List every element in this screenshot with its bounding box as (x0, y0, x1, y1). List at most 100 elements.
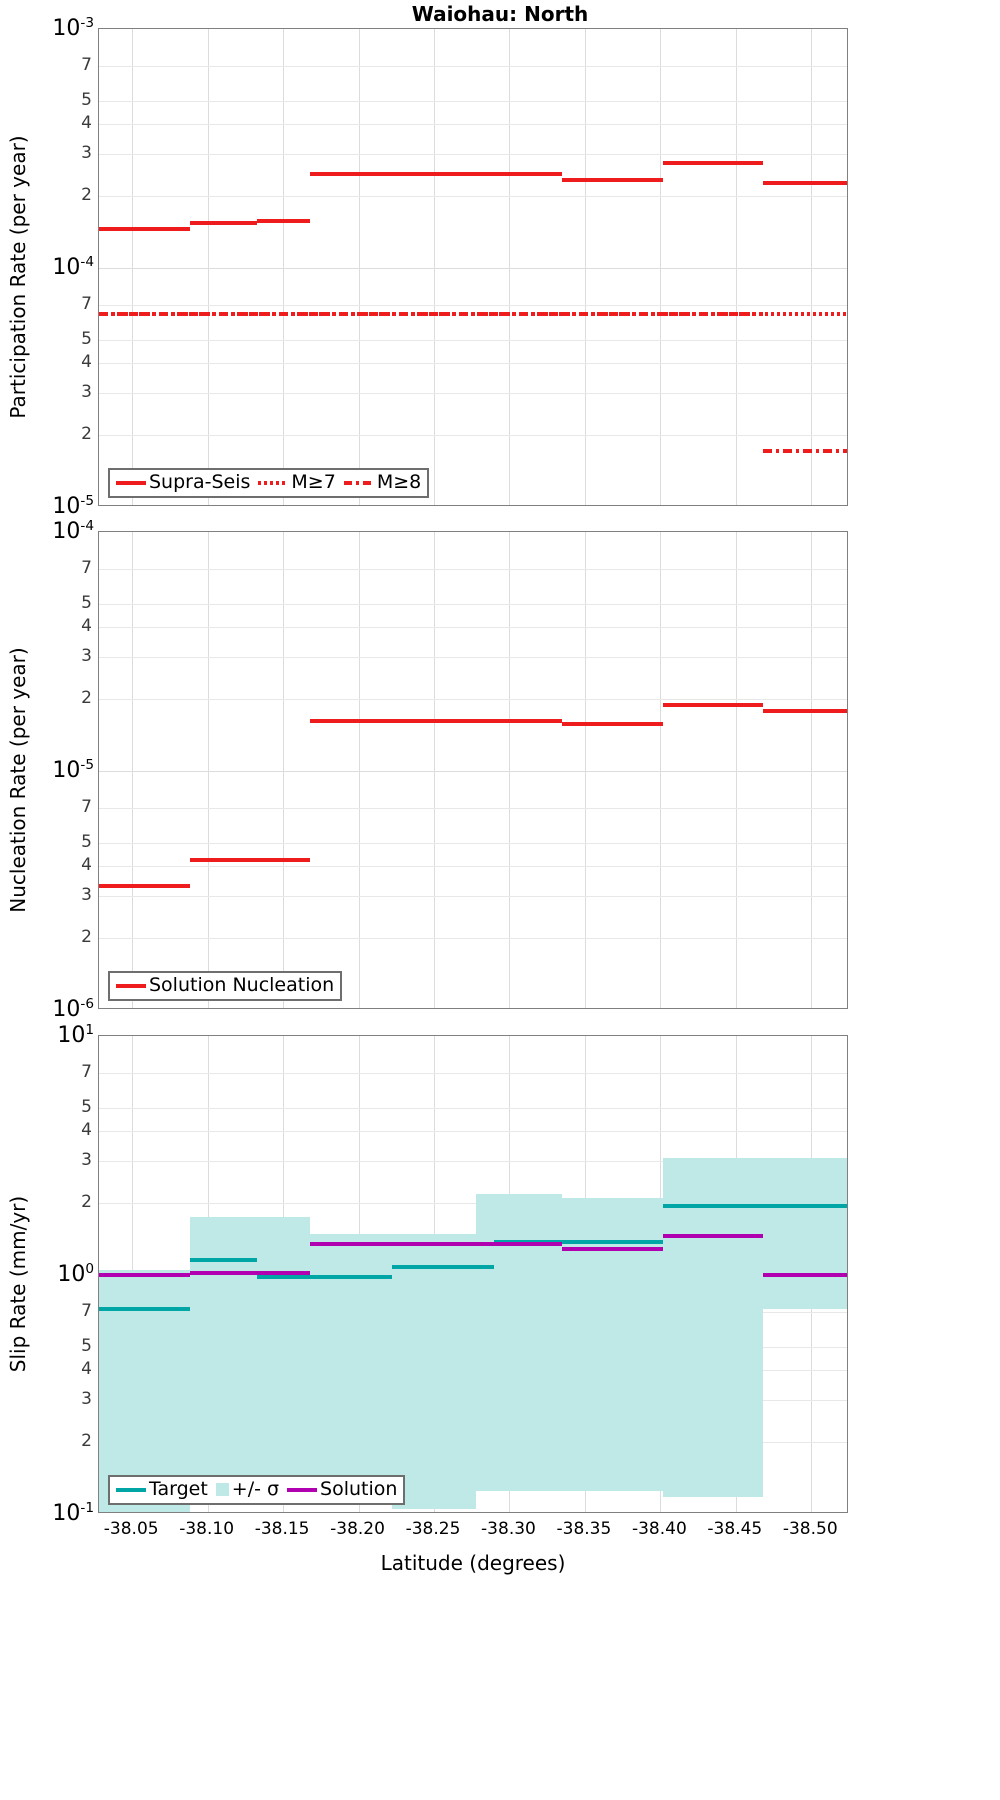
gridline-vertical (811, 532, 812, 1008)
y-tick-label: 2 (81, 688, 92, 709)
x-tick-label: -38.35 (556, 1519, 612, 1539)
gridline-vertical (660, 29, 661, 505)
uncertainty-band (663, 1157, 763, 1497)
y-axis-label-nucleation-rate: Nucleation Rate (per year) (6, 647, 30, 913)
legend-slip-rate[interactable]: Target +/- σ Solution (108, 1475, 406, 1505)
legend-participation-rate[interactable]: Supra-Seis M≥7 M≥8 (108, 468, 430, 498)
y-tick-label: 100 (57, 1260, 94, 1288)
data-segment-target (600, 1239, 664, 1244)
y-tick-label: 4 (81, 352, 92, 373)
y-tick-label: 2 (81, 1192, 92, 1213)
gridline-horizontal (99, 305, 847, 306)
y-tick-label: 2 (81, 185, 92, 206)
y-tick-label: 5 (81, 1096, 92, 1117)
y-tick-label: 10-6 (52, 995, 94, 1023)
legend-swatch-icon (116, 480, 146, 485)
legend-label: +/- σ (231, 1478, 280, 1500)
gridline-horizontal (99, 124, 847, 125)
panel-slip-rate: Slip Rate (mm/yr) 101 100 10-1 7 5 4 3 2 7 5 4 3 2 Tar… (0, 1022, 1000, 1526)
data-segment-supra-seis (257, 219, 311, 224)
y-tick-label: 4 (81, 113, 92, 134)
legend-entry: M≥7 (258, 473, 336, 492)
data-segment-solution (762, 1273, 847, 1277)
gridline-vertical (585, 532, 586, 1008)
plot-area-participation-rate (98, 28, 848, 506)
uncertainty-band (762, 1157, 847, 1310)
data-segment-supra-seis (562, 178, 664, 183)
gridline-horizontal (99, 1161, 847, 1162)
legend-label: Solution Nucleation (149, 974, 335, 996)
gridline-horizontal (99, 268, 847, 269)
y-tick-label: 3 (81, 1149, 92, 1170)
gridline-vertical (509, 532, 510, 1008)
uncertainty-band (562, 1197, 664, 1491)
gridline-horizontal (99, 866, 847, 867)
y-tick-label: 10-3 (52, 14, 94, 42)
y-tick-label: 4 (81, 1359, 92, 1380)
gridline-horizontal (99, 1203, 847, 1204)
data-segment-target (663, 1203, 847, 1208)
x-tick-label: -38.45 (707, 1519, 763, 1539)
gridline-horizontal (99, 771, 847, 772)
y-tick-label: 3 (81, 142, 92, 163)
gridline-horizontal (99, 435, 847, 436)
y-tick-label: 2 (81, 1431, 92, 1452)
y-tick-label: 2 (81, 424, 92, 445)
legend-label: Supra-Seis (149, 471, 251, 493)
y-tick-label: 7 (81, 1301, 92, 1322)
gridline-horizontal (99, 1108, 847, 1109)
gridline-horizontal (99, 340, 847, 341)
data-segment-supra-seis (762, 180, 847, 185)
gridline-horizontal (99, 154, 847, 155)
gridline-vertical (208, 532, 209, 1008)
gridline-vertical (736, 29, 737, 505)
data-segment-supra-seis (99, 227, 190, 232)
legend-swatch-icon (343, 480, 374, 485)
y-tick-label: 2 (81, 927, 92, 948)
legend-entry: Solution Nucleation (116, 976, 334, 995)
figure-title: Waiohau: North (411, 2, 589, 26)
gridline-horizontal (99, 604, 847, 605)
gridline-horizontal (99, 196, 847, 197)
gridline-horizontal (99, 569, 847, 570)
y-tick-label: 5 (81, 1335, 92, 1356)
panel-nucleation-rate: Nucleation Rate (per year) 10-4 10-5 10-6 7 5… (0, 518, 1000, 1022)
y-tick-label: 101 (57, 1021, 94, 1049)
legend-swatch-icon (258, 480, 289, 485)
y-tick-label: 10-5 (52, 492, 94, 520)
data-segment-solution-nucleation (762, 709, 847, 714)
x-tick-label: -38.30 (481, 1519, 536, 1539)
y-tick-label: 3 (81, 1388, 92, 1409)
data-segment-target (189, 1258, 258, 1263)
x-tick-label: -38.50 (782, 1519, 838, 1539)
plot-area-nucleation-rate (98, 531, 848, 1009)
y-tick-label: 4 (81, 1120, 92, 1141)
data-segment-m-8 (99, 312, 763, 317)
y-tick-label: 4 (81, 616, 92, 637)
plot-area-slip-rate (98, 1035, 848, 1513)
y-tick-label: 3 (81, 645, 92, 666)
data-segment-solution (562, 1247, 664, 1252)
data-segment-target (391, 1265, 495, 1269)
legend-nucleation-rate[interactable]: Solution Nucleation (108, 971, 343, 1001)
data-segment-target (257, 1275, 392, 1280)
x-tick-label: -38.25 (405, 1519, 461, 1539)
gridline-vertical (359, 29, 360, 505)
gridline-horizontal (99, 393, 847, 394)
y-tick-label: 3 (81, 884, 92, 905)
gridline-vertical (132, 532, 133, 1008)
data-segment-solution-nucleation (310, 718, 563, 723)
data-segment-supra-seis (310, 171, 563, 176)
data-segment-solution (99, 1273, 190, 1277)
gridline-horizontal (99, 843, 847, 844)
y-tick-label: 5 (81, 89, 92, 110)
y-axis-label-participation-rate: Participation Rate (per year) (6, 135, 30, 419)
x-tick-label: -38.10 (179, 1519, 235, 1539)
gridline-horizontal (99, 896, 847, 897)
data-segment-solution (189, 1270, 311, 1275)
data-segment-m-8 (762, 448, 847, 453)
y-tick-label: 7 (81, 294, 92, 315)
data-segment-solution-nucleation (562, 721, 664, 726)
gridline-vertical (359, 532, 360, 1008)
data-segment-solution-nucleation (99, 884, 190, 889)
